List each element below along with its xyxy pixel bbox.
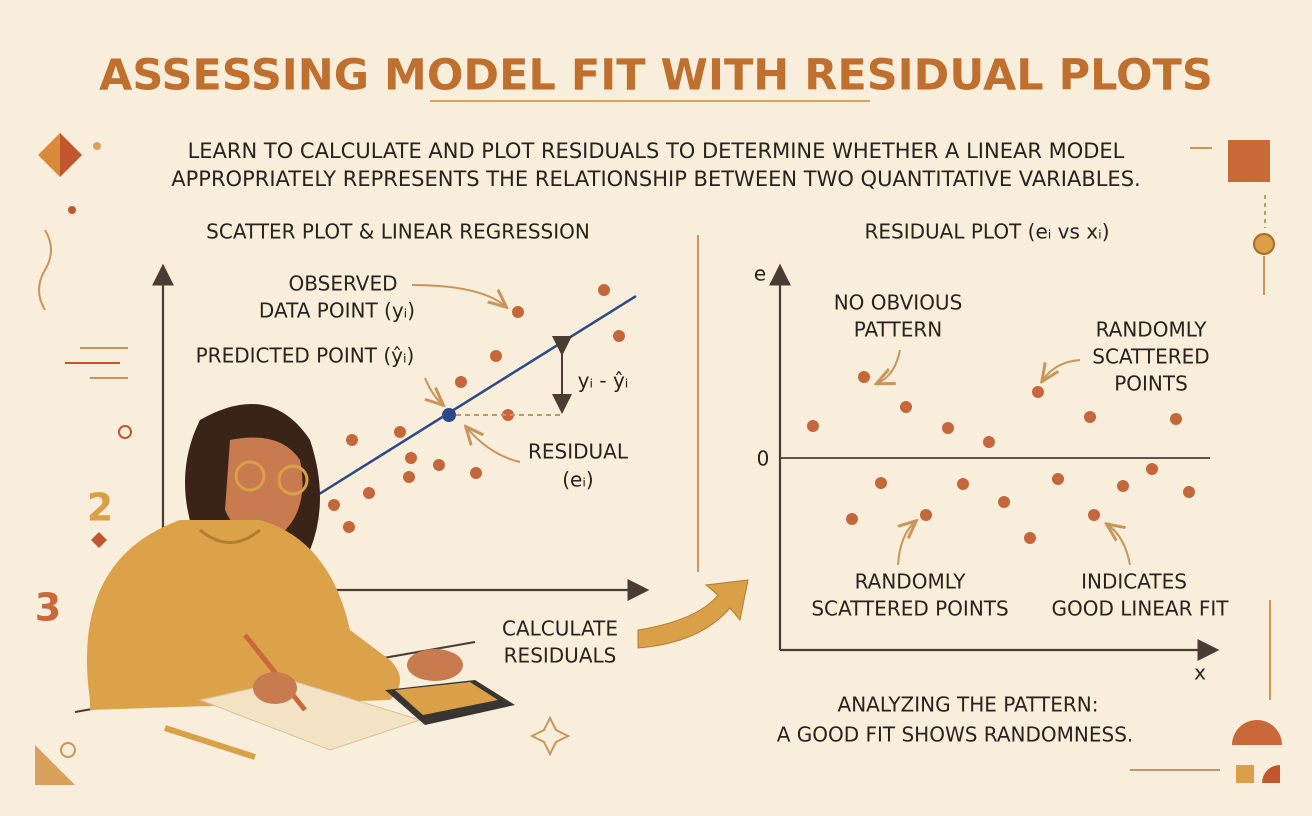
annotation: INDICATES xyxy=(1081,570,1187,594)
annotation: SCATTERED POINTS xyxy=(811,597,1008,621)
annotation: PATTERN xyxy=(854,318,943,342)
annotation: RANDOMLY xyxy=(1096,318,1208,342)
footer-text: A GOOD FIT SHOWS RANDOMNESS. xyxy=(777,723,1134,747)
annotation: PREDICTED POINT (ŷᵢ) xyxy=(196,344,415,368)
panel-title: SCATTER PLOT & LINEAR REGRESSION xyxy=(206,220,590,244)
arrow xyxy=(878,349,901,383)
footer-text: ANALYZING THE PATTERN: xyxy=(838,693,1099,717)
annotation: CALCULATE xyxy=(502,617,618,641)
zero-label: 0 xyxy=(757,447,770,471)
annotation: DATA POINT (yᵢ) xyxy=(259,299,415,323)
annotation: RESIDUAL xyxy=(528,440,629,464)
title: ASSESSING MODEL FIT WITH RESIDUAL PLOTS xyxy=(99,51,1213,101)
axis-label: x xyxy=(1194,661,1206,685)
subtitle: APPROPRIATELY REPRESENTS THE RELATIONSHI… xyxy=(171,167,1140,191)
annotation: NO OBVIOUS xyxy=(834,291,963,315)
arrow xyxy=(424,377,442,404)
annotation: POINTS xyxy=(1114,372,1188,396)
annotation: RESIDUALS xyxy=(504,644,617,668)
illustration xyxy=(74,404,515,760)
arrow xyxy=(411,284,505,306)
axis-label: e xyxy=(754,262,766,286)
annotation: yᵢ - ŷᵢ xyxy=(578,369,629,393)
decor-number: 3 xyxy=(35,586,61,630)
panel-title: RESIDUAL PLOT (eᵢ vs xᵢ) xyxy=(864,220,1109,244)
arrow xyxy=(1108,525,1131,566)
arrow xyxy=(897,522,915,566)
annotation: SCATTERED xyxy=(1092,345,1209,369)
arrow xyxy=(1043,359,1081,380)
residual-points xyxy=(807,371,1195,544)
decorations xyxy=(35,133,1282,785)
annotation: GOOD LINEAR FIT xyxy=(1052,597,1230,621)
annotation: RANDOMLY xyxy=(855,570,967,594)
annotation: OBSERVED xyxy=(289,272,398,296)
arrow xyxy=(467,428,521,463)
big-arrow xyxy=(637,579,749,649)
regression-line xyxy=(299,294,637,508)
predicted-point xyxy=(442,408,456,422)
subtitle: LEARN TO CALCULATE AND PLOT RESIDUALS TO… xyxy=(188,139,1125,163)
annotation: (eᵢ) xyxy=(562,468,593,492)
scatter-points xyxy=(328,284,625,533)
decor-number: 2 xyxy=(87,486,113,530)
